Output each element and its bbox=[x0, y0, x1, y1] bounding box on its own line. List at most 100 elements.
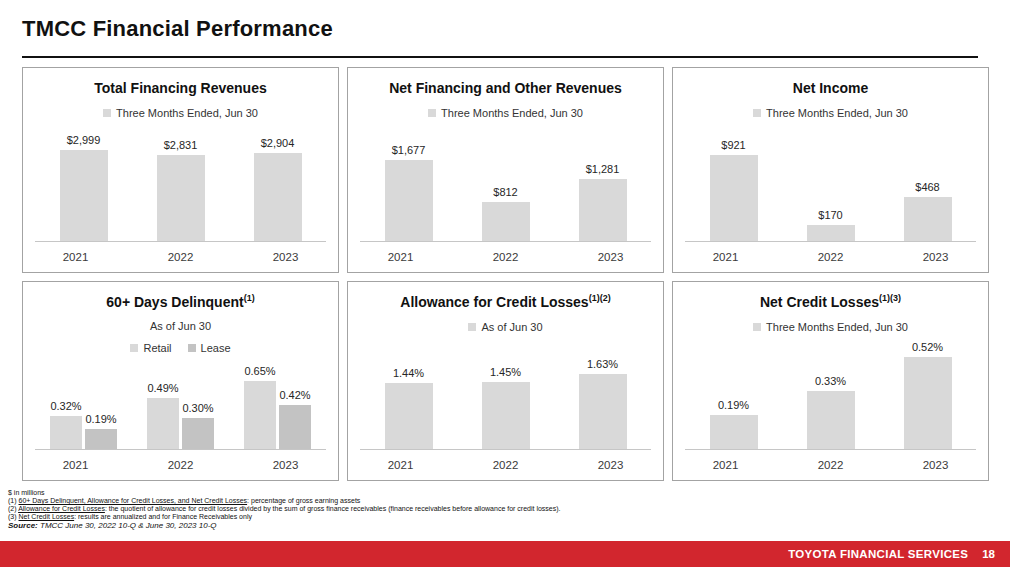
legend-entry: As of Jun 30 bbox=[468, 321, 542, 333]
bar-value-label: 0.32% bbox=[50, 400, 81, 412]
bars-row: 0.32%0.19%0.49%0.30%0.65%0.42% bbox=[35, 355, 326, 449]
chart-legend: Retail Lease bbox=[23, 341, 338, 355]
bar-as-of-jun-30-2023: 1.63% bbox=[579, 374, 627, 449]
charts-grid: Total Financing Revenues Three Months En… bbox=[22, 67, 989, 481]
legend-marker-icon bbox=[103, 109, 111, 117]
bar-group-2023: $2,904 bbox=[229, 120, 326, 241]
bar-value-label: $468 bbox=[915, 181, 939, 193]
legend-marker-icon bbox=[428, 109, 436, 117]
legend-entry: Three Months Ended, Jun 30 bbox=[753, 321, 908, 333]
bars-row: $921 $170 $468 bbox=[685, 120, 976, 241]
chart-plot-area: 0.32%0.19%0.49%0.30%0.65%0.42% bbox=[35, 355, 326, 450]
bar-three-months-ended-jun-30-2021: $2,999 bbox=[60, 150, 108, 241]
bar-group-2023: $1,281 bbox=[554, 120, 651, 241]
bars-row: 1.44% 1.45% 1.63% bbox=[360, 334, 651, 449]
chart-legend: As of Jun 30 bbox=[348, 320, 663, 334]
bar-three-months-ended-jun-30-2023: $1,281 bbox=[579, 179, 627, 241]
x-tick-label: 2023 bbox=[558, 459, 663, 471]
bar-value-label: $1,281 bbox=[586, 163, 620, 175]
bar-value-label: 1.63% bbox=[587, 358, 618, 370]
chart-legend: Three Months Ended, Jun 30 bbox=[23, 106, 338, 120]
bar-three-months-ended-jun-30-2022: 0.33% bbox=[807, 391, 855, 449]
bar-three-months-ended-jun-30-2022: $170 bbox=[807, 225, 855, 241]
chart-panel-total-financing-revenues: Total Financing Revenues Three Months En… bbox=[22, 67, 339, 273]
bar-value-label: 0.52% bbox=[912, 341, 943, 353]
chart-plot-area: $1,677 $812 $1,281 bbox=[360, 120, 651, 242]
legend-marker-icon bbox=[188, 344, 196, 352]
x-tick-label: 2022 bbox=[453, 251, 558, 263]
bar-group-2022: $812 bbox=[457, 120, 554, 241]
footnote-line: (3) Net Credit Losses: results are annua… bbox=[8, 513, 561, 521]
bar-group-2022: 1.45% bbox=[457, 334, 554, 449]
bar-value-label: 0.42% bbox=[279, 389, 310, 401]
bar-value-label: $2,999 bbox=[67, 134, 101, 146]
bar-as-of-jun-30-2021: 1.44% bbox=[385, 383, 433, 449]
bar-group-2022: 0.33% bbox=[782, 334, 879, 449]
bar-three-months-ended-jun-30-2023: 0.52% bbox=[904, 357, 952, 449]
x-tick-label: 2022 bbox=[778, 251, 883, 263]
page-title: TMCC Financial Performance bbox=[22, 16, 333, 42]
legend-label: Three Months Ended, Jun 30 bbox=[116, 107, 258, 119]
footnote-line: (2) Allowance for Credit Losses: the quo… bbox=[8, 505, 561, 513]
x-axis-labels: 202120222023 bbox=[23, 450, 338, 480]
x-axis-labels: 202120222023 bbox=[673, 450, 988, 480]
bar-value-label: $2,831 bbox=[164, 139, 198, 151]
bar-value-label: 0.49% bbox=[147, 382, 178, 394]
bar-three-months-ended-jun-30-2021: $921 bbox=[710, 155, 758, 241]
bar-group-2021: 0.32%0.19% bbox=[35, 355, 132, 449]
slide: TMCC Financial Performance Total Financi… bbox=[0, 0, 1010, 567]
legend-label: As of Jun 30 bbox=[481, 321, 542, 333]
bar-value-label: 0.30% bbox=[182, 402, 213, 414]
bar-lease-2022: 0.30% bbox=[182, 418, 214, 449]
x-tick-label: 2022 bbox=[778, 459, 883, 471]
bar-value-label: 0.19% bbox=[718, 399, 749, 411]
bar-group-2021: $2,999 bbox=[35, 120, 132, 241]
x-tick-label: 2023 bbox=[233, 251, 338, 263]
bar-group-2021: 1.44% bbox=[360, 334, 457, 449]
x-tick-label: 2021 bbox=[23, 251, 128, 263]
chart-subtitle: As of Jun 30 bbox=[23, 320, 338, 334]
x-tick-label: 2022 bbox=[128, 459, 233, 471]
legend-marker-icon bbox=[130, 344, 138, 352]
chart-plot-area: 1.44% 1.45% 1.63% bbox=[360, 334, 651, 450]
legend-entry: Lease bbox=[188, 342, 231, 354]
bar-value-label: 0.65% bbox=[244, 365, 275, 377]
chart-legend: Three Months Ended, Jun 30 bbox=[673, 320, 988, 334]
bar-value-label: $170 bbox=[818, 209, 842, 221]
bar-retail-2022: 0.49% bbox=[147, 398, 179, 449]
bar-value-label: 0.33% bbox=[815, 375, 846, 387]
bar-three-months-ended-jun-30-2021: 0.19% bbox=[710, 415, 758, 449]
footnote-line: (1) 60+ Days Delinquent, Allowance for C… bbox=[8, 497, 561, 505]
bar-group-2023: $468 bbox=[879, 120, 976, 241]
bar-three-months-ended-jun-30-2022: $812 bbox=[482, 202, 530, 241]
footer-brand: TOYOTA FINANCIAL SERVICES bbox=[788, 548, 968, 560]
bar-as-of-jun-30-2022: 1.45% bbox=[482, 382, 530, 449]
legend-marker-icon bbox=[753, 109, 761, 117]
x-tick-label: 2021 bbox=[348, 251, 453, 263]
footer-page-number: 18 bbox=[982, 548, 995, 560]
bar-group-2023: 0.52% bbox=[879, 334, 976, 449]
bar-three-months-ended-jun-30-2023: $468 bbox=[904, 197, 952, 241]
bar-value-label: 1.45% bbox=[490, 366, 521, 378]
x-tick-label: 2022 bbox=[128, 251, 233, 263]
legend-label: Retail bbox=[143, 342, 171, 354]
chart-title: Net Credit Losses(1)(3) bbox=[673, 293, 988, 313]
x-tick-label: 2021 bbox=[673, 459, 778, 471]
footnote-line: $ in millions bbox=[8, 489, 561, 497]
bar-retail-2023: 0.65% bbox=[244, 381, 276, 449]
chart-plot-area: $2,999 $2,831 $2,904 bbox=[35, 120, 326, 242]
chart-legend: Three Months Ended, Jun 30 bbox=[348, 106, 663, 120]
bar-three-months-ended-jun-30-2021: $1,677 bbox=[385, 160, 433, 241]
bar-three-months-ended-jun-30-2022: $2,831 bbox=[157, 155, 205, 241]
legend-entry: Retail bbox=[130, 342, 171, 354]
bar-group-2022: 0.49%0.30% bbox=[132, 355, 229, 449]
bar-retail-2021: 0.32% bbox=[50, 416, 82, 449]
chart-panel-net-income: Net Income Three Months Ended, Jun 30 $9… bbox=[672, 67, 989, 273]
chart-title: Allowance for Credit Losses(1)(2) bbox=[348, 293, 663, 313]
bar-group-2022: $170 bbox=[782, 120, 879, 241]
legend-entry: Three Months Ended, Jun 30 bbox=[753, 107, 908, 119]
chart-title: 60+ Days Delinquent(1) bbox=[23, 293, 338, 313]
x-tick-label: 2021 bbox=[348, 459, 453, 471]
source-label: Source: bbox=[8, 521, 38, 530]
chart-title: Net Income bbox=[673, 79, 988, 99]
